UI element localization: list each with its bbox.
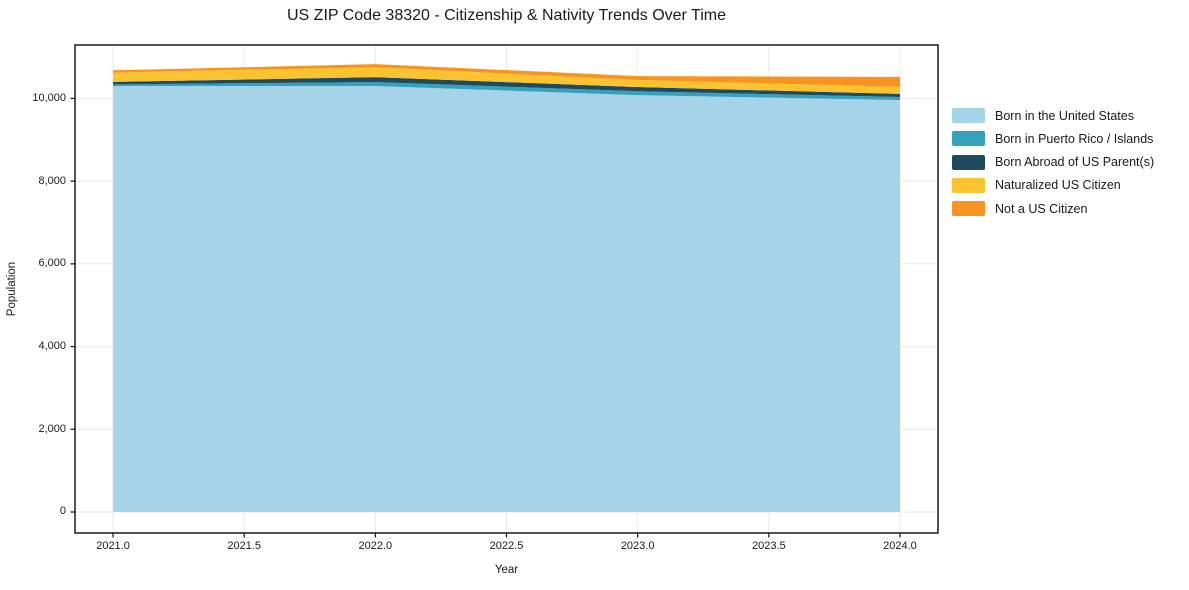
legend-item: Born Abroad of US Parent(s): [952, 154, 1155, 170]
legend-item: Born in Puerto Rico / Islands: [952, 131, 1154, 147]
x-axis-label: Year: [494, 564, 519, 576]
area-naturalized-us-citizen: [113, 67, 900, 94]
x-tick-label: 2023.0: [620, 540, 655, 552]
y-tick-label: 6,000: [38, 257, 66, 270]
x-tick-label: 2021.5: [227, 540, 262, 552]
area-born-in-puerto-rico-islands: [113, 82, 900, 101]
legend-label: Born in the United States: [995, 108, 1134, 123]
chart-title: US ZIP Code 38320 - Citizenship & Nativi…: [287, 7, 726, 24]
legend-swatch: [952, 108, 985, 123]
legend-label: Naturalized US Citizen: [995, 178, 1121, 193]
legend-item: Born in the United States: [952, 108, 1154, 123]
legend-swatch: [952, 131, 985, 147]
legend-label: Not a US Citizen: [995, 201, 1088, 216]
y-tick-label: 4,000: [38, 340, 66, 353]
legend-label: Born Abroad of US Parent(s): [995, 155, 1155, 170]
x-tick-label: 2023.5: [751, 540, 786, 552]
x-tick-label: 2022.0: [358, 540, 393, 552]
area-born-in-the-united-states: [113, 86, 900, 512]
y-tick-label: 8,000: [38, 174, 66, 187]
y-tick-label: 10,000: [32, 91, 66, 104]
legend-swatch: [952, 177, 985, 193]
x-tick-label: 2022.5: [489, 540, 524, 552]
y-tick-label: 2,000: [38, 422, 66, 435]
y-axis-label: Population: [6, 261, 18, 317]
x-tick-label: 2024.0: [883, 540, 917, 552]
legend: Born in the United States Born in Puerto …: [952, 108, 1154, 224]
x-tick-label: 2021.0: [96, 540, 130, 552]
legend-swatch: [952, 201, 985, 217]
legend-item: Naturalized US Citizen: [952, 177, 1154, 193]
y-tick-label: 0: [59, 505, 66, 518]
legend-swatch: [952, 154, 985, 170]
legend-label: Born in Puerto Rico / Islands: [995, 131, 1154, 146]
area-born-abroad-of-us-parent-s-: [113, 77, 900, 97]
legend-item: Not a US Citizen: [952, 201, 1154, 217]
area-not-a-us-citizen: [113, 64, 900, 87]
